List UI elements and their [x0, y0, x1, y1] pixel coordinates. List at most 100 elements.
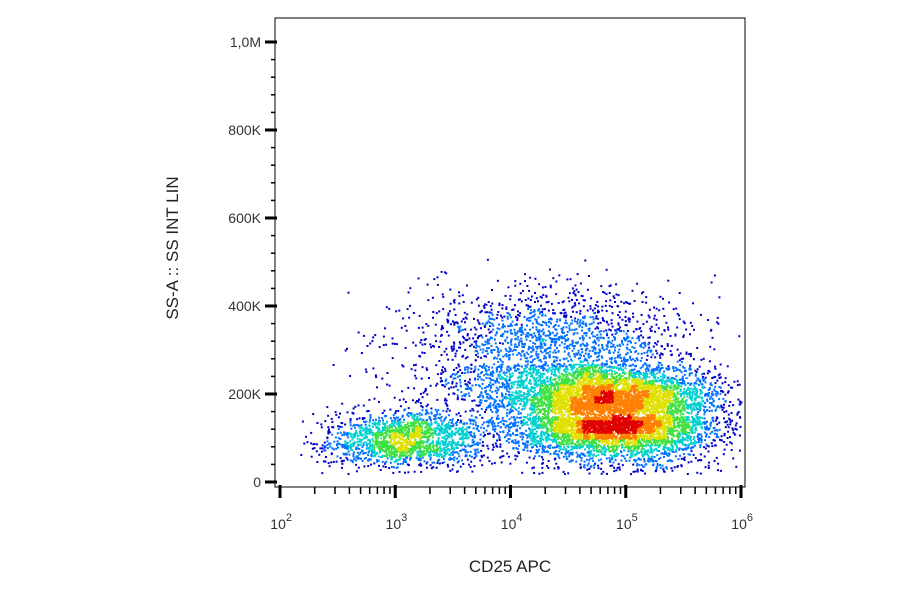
data-point — [692, 358, 695, 361]
data-point — [471, 470, 474, 473]
data-point — [438, 462, 441, 465]
data-point — [610, 366, 613, 369]
data-point — [576, 453, 579, 456]
data-point — [736, 412, 739, 415]
data-point — [418, 412, 421, 415]
data-point — [701, 373, 703, 376]
data-point — [594, 347, 596, 349]
data-point — [538, 455, 541, 458]
data-point — [505, 353, 508, 355]
data-point — [432, 311, 435, 313]
data-point — [442, 428, 445, 431]
data-point — [562, 336, 565, 339]
data-point — [494, 338, 496, 341]
data-point — [576, 447, 579, 450]
data-point — [647, 314, 650, 317]
data-point — [476, 428, 479, 431]
data-point — [429, 423, 432, 426]
data-point — [553, 364, 556, 367]
data-point — [471, 438, 474, 441]
data-point — [484, 303, 487, 306]
data-point — [704, 428, 707, 431]
data-point — [510, 401, 513, 404]
data-point — [636, 463, 639, 465]
data-point — [710, 281, 713, 284]
data-point — [515, 447, 518, 450]
data-point — [607, 323, 610, 326]
data-point — [699, 446, 702, 449]
data-point — [682, 418, 685, 421]
data-point — [337, 416, 340, 419]
data-point — [506, 414, 509, 417]
data-point — [407, 407, 410, 410]
data-point — [548, 447, 551, 450]
data-point — [571, 451, 574, 454]
data-point — [546, 370, 549, 373]
data-point — [466, 426, 469, 429]
data-point — [377, 426, 380, 429]
data-point — [632, 372, 635, 375]
data-point — [525, 396, 528, 398]
data-point — [473, 340, 476, 343]
data-point — [529, 407, 532, 410]
data-point — [455, 427, 458, 430]
data-point — [541, 340, 544, 342]
data-point — [517, 379, 520, 382]
data-point — [552, 351, 555, 354]
data-point — [453, 392, 456, 395]
data-point — [448, 310, 451, 313]
data-point — [585, 342, 588, 345]
data-point — [598, 348, 601, 351]
data-point — [447, 319, 450, 322]
data-point — [649, 445, 652, 448]
data-point — [496, 416, 498, 419]
data-point — [601, 344, 604, 346]
data-point — [632, 312, 634, 315]
data-point — [525, 387, 528, 389]
data-point — [565, 457, 568, 460]
data-point — [642, 336, 645, 339]
data-point — [364, 368, 367, 371]
data-point — [501, 405, 503, 408]
data-point — [581, 329, 583, 332]
data-point — [614, 346, 617, 349]
data-point — [605, 293, 608, 296]
data-point — [537, 383, 540, 386]
data-point — [358, 417, 361, 420]
data-point — [655, 318, 658, 321]
data-point — [361, 417, 364, 420]
data-point — [488, 397, 491, 400]
data-point — [437, 433, 440, 436]
data-point — [640, 469, 642, 472]
data-point — [529, 389, 532, 392]
data-point — [465, 454, 468, 457]
data-point — [620, 339, 623, 342]
data-point — [529, 436, 531, 439]
data-point — [648, 341, 651, 344]
data-point — [591, 350, 594, 352]
data-point — [495, 370, 498, 373]
data-point — [527, 435, 530, 438]
data-point — [648, 364, 651, 367]
data-point — [511, 391, 514, 394]
data-point — [356, 457, 359, 460]
data-point — [535, 371, 538, 374]
data-point — [660, 333, 663, 336]
data-point — [493, 462, 496, 465]
data-point — [716, 379, 719, 382]
data-point — [506, 336, 509, 339]
data-point — [693, 387, 696, 390]
data-point — [639, 367, 642, 370]
data-point — [588, 472, 591, 475]
data-point — [595, 315, 598, 318]
data-point — [450, 425, 453, 427]
data-point — [477, 404, 480, 407]
data-point — [538, 379, 541, 382]
data-point — [602, 330, 605, 333]
data-point — [511, 320, 514, 323]
data-point — [667, 376, 670, 379]
data-point — [453, 323, 456, 326]
data-point — [651, 464, 654, 467]
data-point — [629, 340, 632, 343]
data-point — [457, 331, 460, 334]
